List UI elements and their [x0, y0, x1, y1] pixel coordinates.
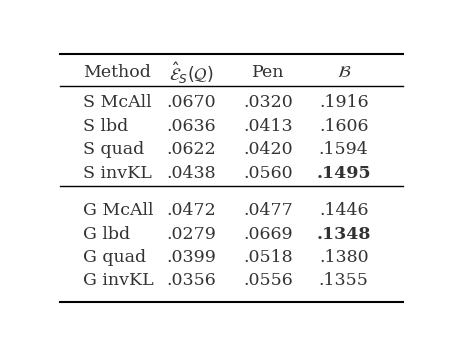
Text: G invKL: G invKL: [83, 273, 153, 289]
Text: S quad: S quad: [83, 141, 144, 158]
Text: .1916: .1916: [318, 94, 368, 111]
Text: G lbd: G lbd: [83, 226, 129, 243]
Text: .0279: .0279: [166, 226, 216, 243]
Text: .0670: .0670: [166, 94, 216, 111]
Text: .0420: .0420: [243, 141, 293, 158]
Text: .1446: .1446: [318, 202, 368, 219]
Text: S lbd: S lbd: [83, 118, 128, 135]
Text: .1355: .1355: [318, 273, 368, 289]
Text: $\hat{\mathcal{E}}_S(\mathcal{Q})$: $\hat{\mathcal{E}}_S(\mathcal{Q})$: [169, 60, 213, 86]
Text: .0518: .0518: [243, 249, 293, 266]
Text: .0556: .0556: [243, 273, 293, 289]
Text: .1380: .1380: [318, 249, 368, 266]
Text: .0399: .0399: [166, 249, 216, 266]
Text: .0477: .0477: [243, 202, 293, 219]
Text: Pen: Pen: [252, 64, 284, 82]
Text: .0413: .0413: [243, 118, 293, 135]
Text: .0438: .0438: [166, 165, 216, 182]
Text: Method: Method: [83, 64, 150, 82]
Text: .1348: .1348: [316, 226, 370, 243]
Text: G quad: G quad: [83, 249, 146, 266]
Text: .0636: .0636: [166, 118, 216, 135]
Text: .1606: .1606: [318, 118, 368, 135]
Text: $\mathcal{B}$: $\mathcal{B}$: [336, 64, 350, 82]
Text: .0472: .0472: [166, 202, 216, 219]
Text: G McAll: G McAll: [83, 202, 153, 219]
Text: .1594: .1594: [318, 141, 368, 158]
Text: .0669: .0669: [243, 226, 293, 243]
Text: S McAll: S McAll: [83, 94, 151, 111]
Text: .0560: .0560: [243, 165, 293, 182]
Text: .0320: .0320: [243, 94, 293, 111]
Text: .0356: .0356: [166, 273, 216, 289]
Text: .0622: .0622: [166, 141, 216, 158]
Text: S invKL: S invKL: [83, 165, 151, 182]
Text: .1495: .1495: [316, 165, 370, 182]
